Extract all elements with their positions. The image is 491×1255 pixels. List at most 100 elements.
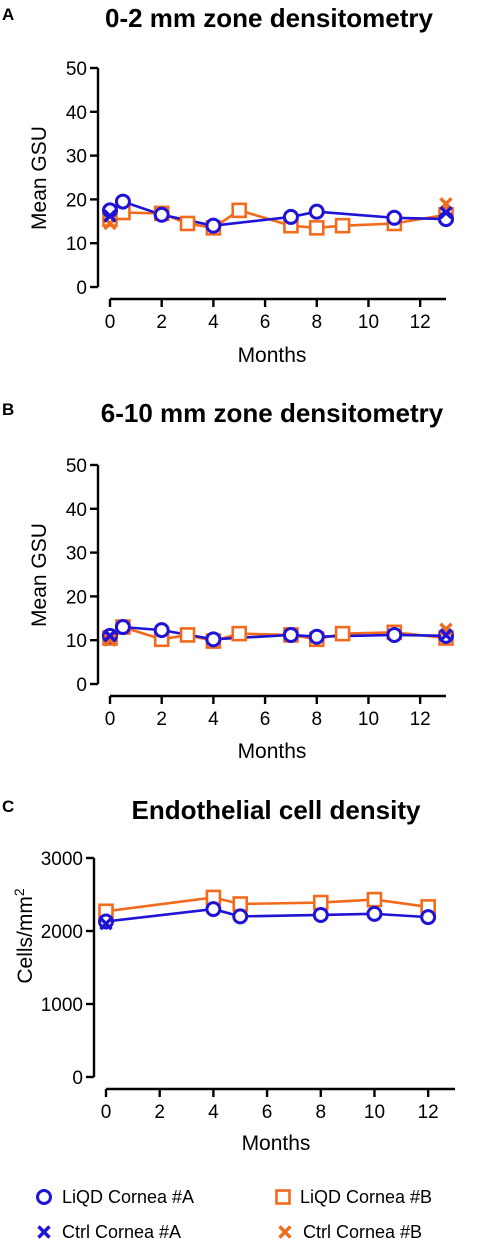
panel-b-point-liqd-cornea-b [179,627,196,643]
panel-b-x-tick-label: 0 [105,709,116,730]
panel-a-point-ctrl-cornea-a-stroke-2 [103,209,117,223]
y-axis-label-c: Cells/mm2 [11,888,37,984]
panel-b-y-tick-label: 20 [66,587,87,608]
panel-c-x-tick-label: 8 [315,1102,326,1123]
panel-a-y-tick-label: 20 [66,190,87,211]
panel-c-x-tick-label: 2 [154,1102,165,1123]
legend-marker-liqd-cornea-a [36,1189,52,1205]
panel-c-x-tick-label: 10 [364,1102,385,1123]
panel-b-x-tick-label: 6 [260,709,271,730]
chart-title-a: 0-2 mm zone densitometry [105,3,434,33]
panel-b-point-ctrl-cornea-b [103,633,117,647]
panel-b-point-liqd-cornea-a [205,631,222,648]
panel-c-x-tick-label: 12 [418,1102,439,1123]
legend: LiQD Cornea #A LiQD Cornea #B Ctrl Corne… [36,1187,432,1242]
panel-a-x-tick-label: 12 [410,312,431,333]
panel-a-x-tick-label: 6 [260,312,271,333]
chart-title-c: Endothelial cell density [132,795,421,825]
panel-c-point-liqd-cornea-a [366,905,383,922]
panel-b-point-ctrl-cornea-a [439,628,453,642]
panel-a-y-tick-label: 0 [76,278,87,299]
panel-a-point-liqd-cornea-b [308,220,325,236]
panel-c-x-tick-label: 0 [101,1102,112,1123]
panel-b-point-liqd-cornea-a [153,622,170,639]
panel-a-x-tick-label: 4 [208,312,219,333]
panel-a-point-liqd-cornea-b [231,202,248,219]
y-axis-label-c-superscript: 2 [11,888,27,896]
panel-c-point-liqd-cornea-b [366,891,383,908]
legend-marker-cross [278,1225,292,1239]
legend-marker-ctrl-cornea-b [278,1225,292,1239]
panel-c: C Endothelial cell density Cells/mm2 Mon… [2,795,455,1155]
legend-marker-circle [36,1189,52,1205]
legend-marker-ctrl-cornea-a [37,1225,51,1239]
panel-b-x-tick-label: 12 [410,709,431,730]
legend-item-ctrl-b: Ctrl Cornea #B [278,1222,422,1242]
legend-item-ctrl-a: Ctrl Cornea #A [37,1222,181,1242]
panel-a-point-ctrl-cornea-a-stroke-2 [439,205,453,220]
legend-marker-square [275,1189,291,1205]
panel-b-point-liqd-cornea-a [114,619,131,636]
panel-b-x-tick-label: 10 [358,709,379,730]
panel-b-y-tick-label: 30 [66,544,87,565]
panel-c-series-line-liqd-cornea-a [105,907,429,923]
panel-c-series-line-liqd-cornea-b [105,896,429,913]
panel-b-point-liqd-cornea-a [282,626,299,643]
legend-label-liqd-b: LiQD Cornea #B [300,1187,432,1207]
panel-letter-c: C [2,797,14,816]
panel-b-x-tick-label: 2 [156,709,167,730]
y-axis-label-a: Mean GSU [28,126,51,230]
x-axis-label-c: Months [242,1132,311,1155]
panel-c-point-liqd-cornea-a [205,901,222,918]
chart-title-b: 6-10 mm zone densitometry [101,398,444,428]
legend-label-ctrl-a: Ctrl Cornea #A [62,1222,181,1242]
panel-a-y-tick-label: 40 [66,103,87,124]
panel-a-x-tick-label: 10 [358,312,379,333]
legend-item-liqd-b: LiQD Cornea #B [275,1187,432,1207]
panel-c-point-liqd-cornea-a [420,909,437,926]
panel-c-point-liqd-cornea-a [232,908,249,925]
panel-b-point-liqd-cornea-a [386,626,403,643]
plot-area-a: 0 10 20 30 40 50 0 2 4 6 8 10 12 [66,59,454,333]
panel-a-point-ctrl-cornea-a [439,205,453,220]
x-axis-label-b: Months [238,740,307,763]
panel-b-point-liqd-cornea-b [334,625,351,642]
panel-a-point-liqd-cornea-b [334,217,351,234]
panel-c-y-tick-label: 2000 [41,922,83,943]
panel-a: A 0-2 mm zone densitometry Mean GSU Mont… [2,3,454,367]
panel-a-point-ctrl-cornea-a [103,209,117,223]
panel-b-point-liqd-cornea-a [308,628,325,645]
panel-a-point-liqd-cornea-a [386,209,403,226]
panel-a-point-liqd-cornea-a [153,206,170,223]
panel-b-x-tick-label: 8 [311,709,322,730]
panel-a-x-tick-label: 8 [311,312,322,333]
plot-area-c: 0 1000 2000 3000 0 2 4 6 8 10 12 [41,849,455,1123]
panel-b-y-tick-label: 40 [66,500,87,521]
panel-b-point-ctrl-cornea-a-stroke-2 [439,628,453,642]
panel-a-y-tick-label: 30 [66,147,87,168]
y-axis-label-b: Mean GSU [28,523,51,627]
panel-c-y-tick-label: 1000 [41,995,83,1016]
legend-label-liqd-a: LiQD Cornea #A [62,1187,194,1207]
panel-b-point-ctrl-cornea-a [103,629,117,643]
y-axis-label-c-text: Cells/mm [14,896,37,984]
x-axis-label-a: Months [238,344,307,367]
panel-b: B 6-10 mm zone densitometry Mean GSU Mon… [2,398,454,763]
panel-letter-b: B [2,400,14,419]
panel-a-x-tick-label: 2 [156,312,167,333]
panel-a-point-liqd-cornea-a [205,217,222,234]
panel-a-y-tick-label: 10 [66,234,87,255]
panel-c-x-tick-label: 6 [262,1102,273,1123]
panel-b-y-tick-label: 0 [76,675,87,696]
panel-c-point-liqd-cornea-a [312,906,329,923]
panel-a-y-tick-label: 50 [66,59,87,80]
panel-a-x-tick-label: 0 [105,312,116,333]
legend-item-liqd-a: LiQD Cornea #A [36,1187,194,1207]
legend-marker-cross [37,1225,51,1239]
legend-marker-ctrl-cornea-b-stroke-2 [278,1225,292,1239]
panel-a-point-liqd-cornea-a [282,208,299,225]
panel-b-point-liqd-cornea-b [231,625,248,642]
panel-c-y-tick-label: 0 [72,1068,83,1089]
panel-c-point-ctrl-cornea-a [99,916,113,931]
